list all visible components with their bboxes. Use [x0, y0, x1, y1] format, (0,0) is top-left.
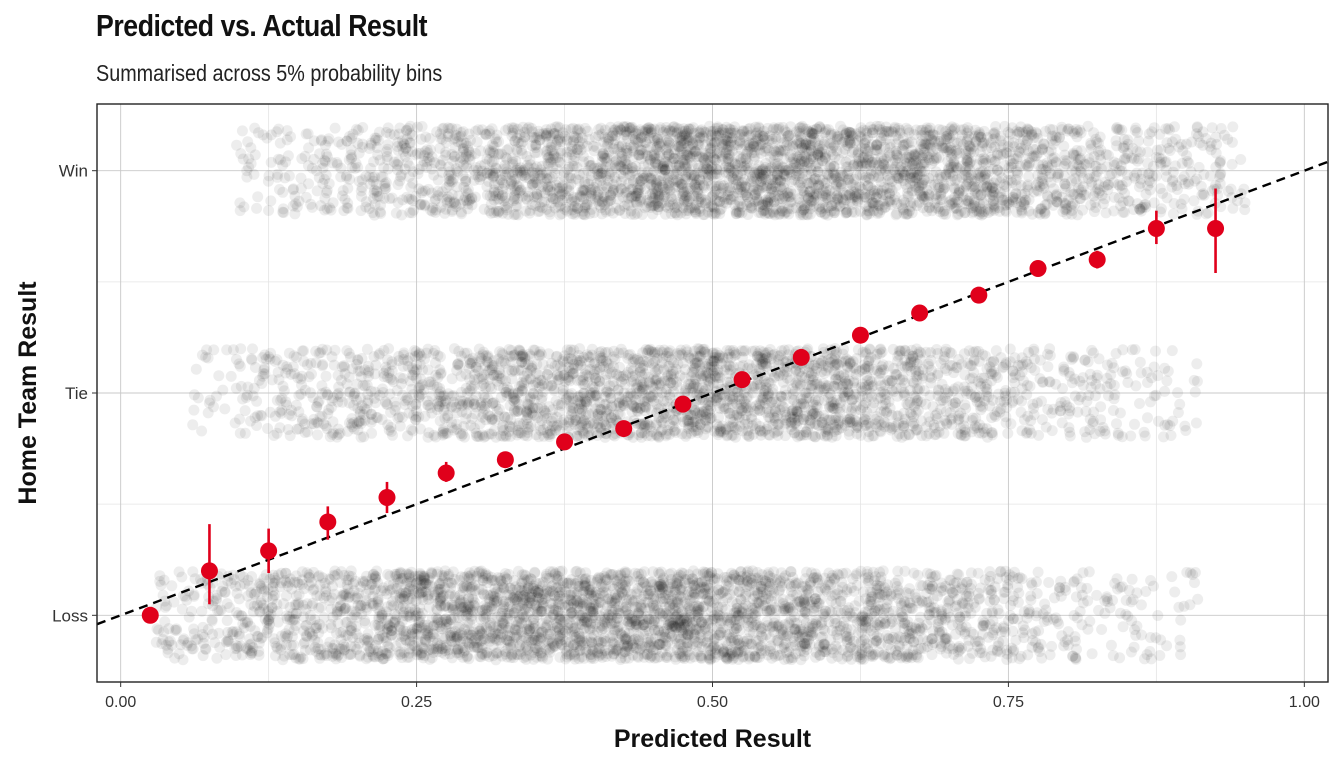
summary-point [792, 348, 810, 366]
summary-bin [1088, 250, 1106, 269]
summary-bin [615, 420, 633, 438]
summary-bin [970, 286, 988, 304]
x-tick-label: 0.25 [401, 694, 432, 711]
summary-bin [437, 461, 455, 482]
summary-point [1029, 260, 1047, 278]
y-tick-label: Tie [65, 384, 88, 403]
y-axis-label: Home Team Result [14, 281, 42, 505]
summary-bin [674, 395, 692, 413]
summary-series [141, 188, 1225, 624]
x-tick-label: 0.50 [697, 694, 728, 711]
summary-point [851, 326, 869, 344]
summary-point [615, 420, 633, 438]
summary-bin [733, 371, 751, 389]
summary-bin [319, 506, 337, 540]
summary-bin [1207, 188, 1225, 273]
x-tick-label: 0.75 [993, 694, 1024, 711]
summary-point [141, 606, 159, 624]
chart-subtitle: Summarised across 5% probability bins [96, 60, 443, 86]
chart-title: Predicted vs. Actual Result [96, 8, 428, 43]
summary-point [200, 562, 218, 580]
summary-point [1088, 251, 1106, 269]
summary-point [437, 464, 455, 482]
raw-observations [150, 120, 1251, 666]
reference-line [97, 160, 1328, 626]
summary-point [1147, 219, 1165, 237]
summary-point [556, 433, 574, 451]
summary-point [1207, 219, 1225, 237]
grid [97, 104, 1328, 682]
summary-bin [911, 304, 929, 322]
summary-bin [141, 606, 159, 624]
summary-point [911, 304, 929, 322]
summary-bin [200, 524, 218, 605]
summary-point [733, 371, 751, 389]
x-tick-label: 0.00 [105, 694, 136, 711]
y-tick-label: Win [59, 162, 88, 181]
summary-bin [260, 528, 278, 574]
summary-bin [496, 451, 514, 469]
summary-bin [851, 326, 869, 344]
summary-bin [556, 433, 574, 451]
summary-point [496, 451, 514, 469]
summary-point [319, 513, 337, 531]
x-axis-label: Predicted Result [614, 725, 812, 753]
x-tick-label: 1.00 [1289, 694, 1320, 711]
y-tick-label: Loss [52, 606, 88, 625]
axes: 0.00 0.25 0.50 0.75 1.00 Loss Tie Win Predicted … [14, 162, 1320, 753]
summary-point [260, 542, 278, 560]
summary-bin [378, 481, 396, 514]
summary-bin [1147, 210, 1165, 245]
summary-bin [1029, 260, 1047, 278]
summary-point [970, 286, 988, 304]
summary-point [378, 488, 396, 506]
summary-bin [792, 348, 810, 366]
summary-point [674, 395, 692, 413]
